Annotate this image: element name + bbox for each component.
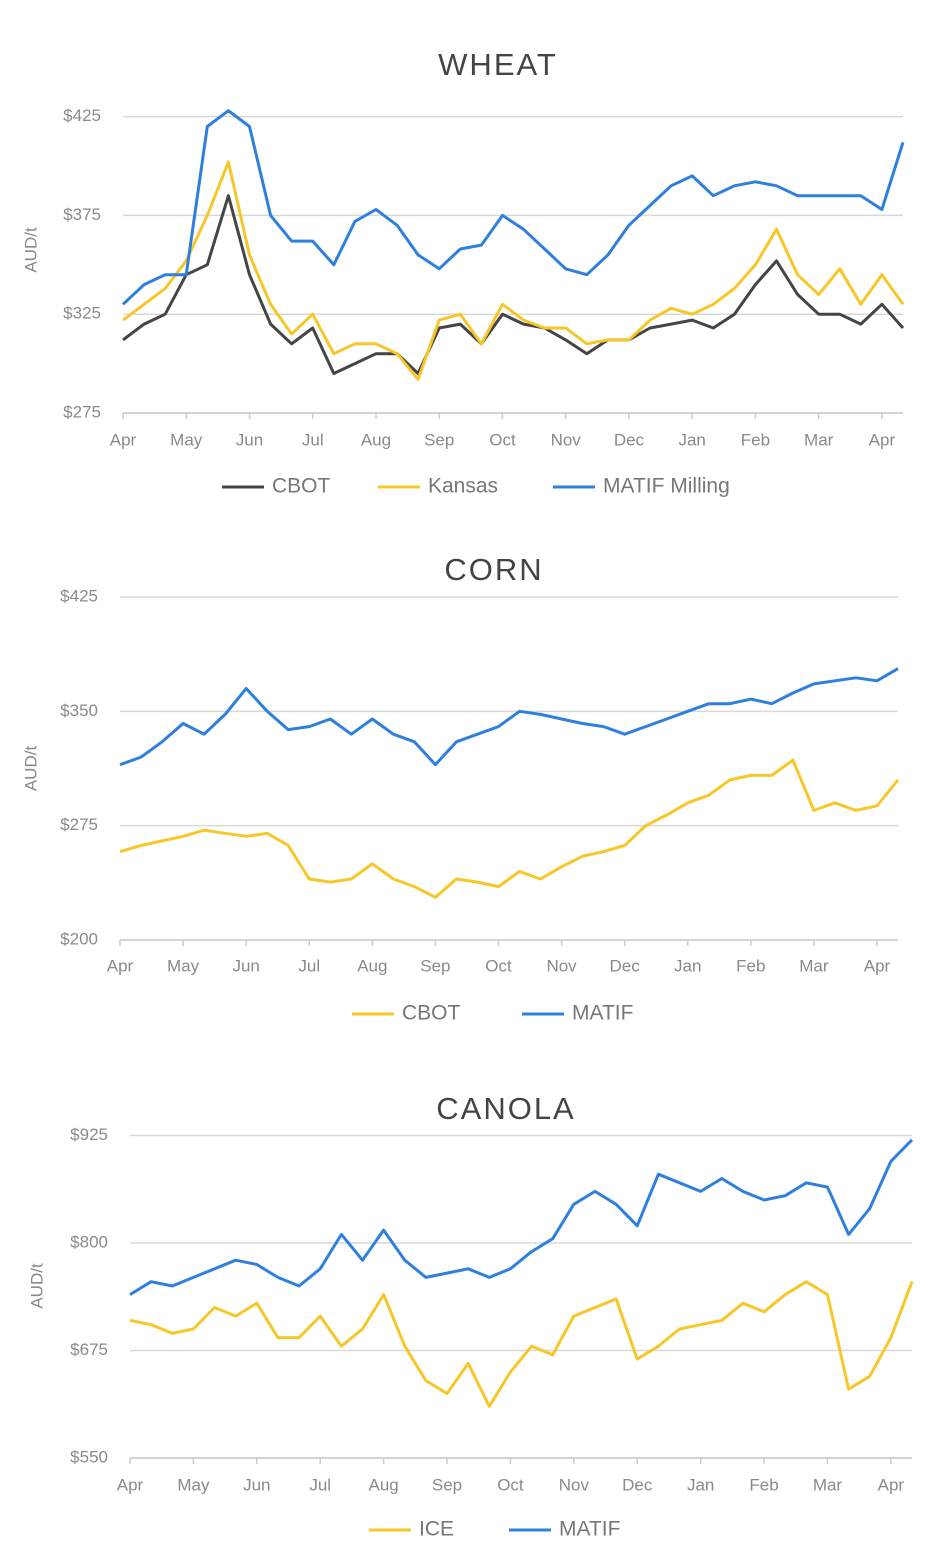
series-line xyxy=(119,667,899,767)
x-tick-label: Apr xyxy=(110,430,137,449)
x-tick-label: Nov xyxy=(551,430,582,449)
x-tick-label: Jul xyxy=(302,430,324,449)
x-tick-label: Sep xyxy=(424,430,454,449)
y-tick-label: $425 xyxy=(63,106,101,125)
x-tick-label: Oct xyxy=(489,430,516,449)
x-tick-label: Apr xyxy=(878,1475,905,1494)
chart-title: CANOLA xyxy=(436,1091,575,1126)
y-axis-label: AUD/t xyxy=(21,227,40,273)
x-tick-label: Mar xyxy=(804,430,834,449)
x-tick-label: Apr xyxy=(117,1475,144,1494)
x-tick-label: Nov xyxy=(559,1475,590,1494)
series-line xyxy=(122,160,905,381)
y-tick-label: $925 xyxy=(70,1125,108,1144)
x-tick-label: Aug xyxy=(357,956,387,975)
y-tick-label: $375 xyxy=(63,205,101,224)
legend-label: CBOT xyxy=(272,475,331,498)
legend-label: MATIF Milling xyxy=(603,475,730,498)
y-tick-label: $425 xyxy=(60,586,98,605)
chart-title: WHEAT xyxy=(438,47,558,82)
x-tick-label: Jul xyxy=(309,1475,331,1494)
x-tick-label: Dec xyxy=(614,430,645,449)
y-axis-label: AUD/t xyxy=(21,746,40,792)
x-tick-label: Jun xyxy=(243,1475,270,1494)
y-tick-label: $275 xyxy=(60,815,98,834)
x-tick-label: Jan xyxy=(678,430,705,449)
x-tick-label: Feb xyxy=(741,430,770,449)
x-tick-label: Aug xyxy=(361,430,391,449)
x-tick-label: Oct xyxy=(497,1475,524,1494)
x-tick-label: Jun xyxy=(236,430,263,449)
x-tick-label: Apr xyxy=(107,956,134,975)
legend-label: ICE xyxy=(419,1518,454,1541)
x-tick-label: Apr xyxy=(869,430,896,449)
series-line xyxy=(129,1280,914,1408)
x-tick-label: May xyxy=(177,1475,210,1494)
legend-label: Kansas xyxy=(428,475,498,498)
legend-label: CBOT xyxy=(402,1002,461,1025)
y-tick-label: $800 xyxy=(70,1232,108,1251)
y-tick-label: $550 xyxy=(70,1447,108,1466)
x-tick-label: Dec xyxy=(622,1475,653,1494)
y-tick-label: $200 xyxy=(60,929,98,948)
series-line xyxy=(122,194,905,375)
series-line xyxy=(121,109,905,306)
x-tick-label: Feb xyxy=(736,956,765,975)
x-tick-label: Aug xyxy=(368,1475,398,1494)
y-tick-label: $325 xyxy=(63,304,101,323)
chart-title: CORN xyxy=(444,552,543,587)
x-tick-label: Mar xyxy=(799,956,829,975)
x-tick-label: Nov xyxy=(546,956,577,975)
y-tick-label: $275 xyxy=(63,402,101,421)
x-tick-label: Apr xyxy=(864,956,891,975)
y-tick-label: $350 xyxy=(60,701,98,720)
legend-label: MATIF xyxy=(559,1518,620,1541)
x-tick-label: Oct xyxy=(485,956,512,975)
x-tick-label: Sep xyxy=(432,1475,462,1494)
x-tick-label: May xyxy=(167,956,200,975)
y-tick-label: $675 xyxy=(70,1340,108,1359)
x-tick-label: Feb xyxy=(749,1475,778,1494)
x-tick-label: Jun xyxy=(232,956,259,975)
x-tick-label: Sep xyxy=(420,956,450,975)
x-tick-label: May xyxy=(170,430,203,449)
series-line xyxy=(129,1138,914,1296)
x-tick-label: Jan xyxy=(687,1475,714,1494)
x-tick-label: Mar xyxy=(813,1475,843,1494)
x-tick-label: Jan xyxy=(674,956,701,975)
series-line xyxy=(119,758,900,899)
legend-label: MATIF xyxy=(572,1002,633,1025)
y-axis-label: AUD/t xyxy=(27,1263,46,1309)
x-tick-label: Dec xyxy=(610,956,641,975)
x-tick-label: Jul xyxy=(298,956,320,975)
